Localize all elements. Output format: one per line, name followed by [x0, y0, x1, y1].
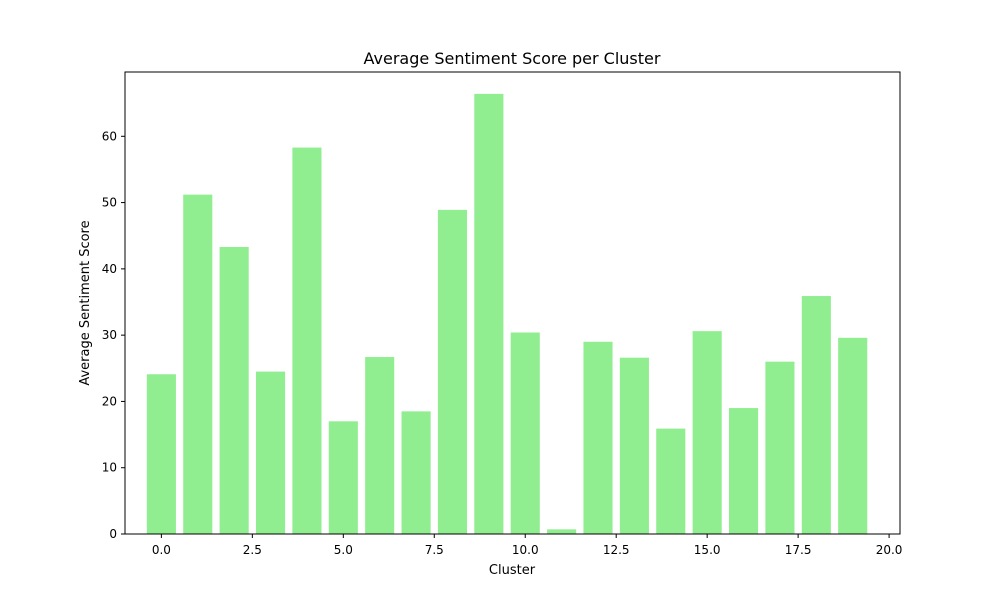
x-tick-label: 5.0: [334, 543, 353, 557]
x-tick-label: 0.0: [152, 543, 171, 557]
y-tick-label: 10: [102, 461, 117, 475]
bars-group: [146, 93, 868, 534]
bar-cluster-3: [255, 371, 286, 534]
x-tick-label: 2.5: [243, 543, 262, 557]
bar-cluster-19: [838, 337, 868, 534]
chart-title: Average Sentiment Score per Cluster: [364, 49, 661, 68]
y-tick-label: 20: [102, 394, 117, 408]
x-tick-label: 17.5: [785, 543, 812, 557]
bar-cluster-5: [328, 421, 358, 534]
bar-cluster-9: [474, 93, 504, 534]
y-tick-label: 60: [102, 129, 117, 143]
y-axis-label: Average Sentiment Score: [78, 220, 93, 385]
x-tick-label: 15.0: [694, 543, 721, 557]
bar-cluster-2: [219, 246, 249, 534]
bar-cluster-12: [583, 341, 613, 534]
plot-frame: [124, 71, 901, 535]
bar-cluster-1: [183, 194, 213, 534]
x-axis-ticks: 0.0 2.5 5.0 7.5 10.0 12.5 15.0 17.5 20.0: [152, 534, 903, 557]
bar-cluster-14: [656, 428, 686, 534]
bar-cluster-0: [146, 374, 176, 534]
bar-cluster-11: [547, 529, 577, 534]
bar-cluster-10: [510, 332, 540, 534]
y-tick-label: 0: [109, 527, 117, 541]
x-tick-label: 7.5: [425, 543, 444, 557]
bar-cluster-15: [692, 331, 722, 534]
x-axis-label: Cluster: [489, 563, 536, 578]
bar-cluster-13: [619, 357, 649, 534]
x-tick-label: 10.0: [512, 543, 539, 557]
bar-cluster-16: [728, 408, 759, 534]
y-tick-label: 30: [102, 328, 117, 342]
y-axis-ticks: 0 10 20 30 40 50 60: [102, 129, 125, 541]
bar-cluster-6: [365, 357, 395, 534]
bar-cluster-17: [765, 361, 795, 534]
x-tick-label: 12.5: [603, 543, 630, 557]
bar-cluster-7: [401, 411, 431, 534]
bar-cluster-8: [437, 209, 468, 534]
y-tick-label: 40: [102, 262, 117, 276]
y-tick-label: 50: [102, 196, 117, 210]
bar-cluster-18: [801, 296, 831, 534]
x-tick-label: 20.0: [876, 543, 903, 557]
bar-cluster-4: [292, 147, 322, 534]
